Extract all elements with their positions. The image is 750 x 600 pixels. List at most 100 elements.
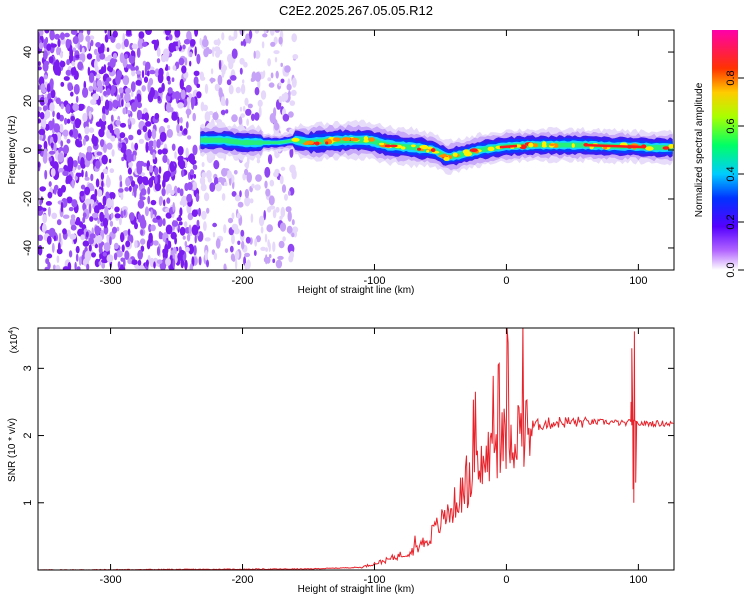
noise-blob — [165, 224, 173, 235]
noise-blob — [94, 258, 100, 268]
noise-blob — [53, 185, 57, 195]
noise-blob — [192, 144, 198, 156]
noise-blob — [121, 99, 124, 107]
x-tick-label: -300 — [100, 275, 122, 287]
noise-blob — [60, 103, 64, 110]
noise-blob — [167, 158, 170, 165]
noise-blob — [287, 210, 292, 222]
noise-blob — [96, 79, 102, 88]
noise-blob — [267, 154, 273, 165]
noise-blob — [254, 112, 260, 121]
noise-blob — [244, 196, 251, 207]
noise-blob — [87, 66, 91, 76]
noise-blob — [168, 42, 175, 53]
noise-blob — [44, 266, 49, 270]
noise-blob — [130, 180, 136, 188]
noise-blob — [47, 206, 51, 217]
noise-blob — [170, 190, 175, 196]
noise-blob — [194, 235, 197, 244]
noise-blob — [130, 50, 135, 57]
noise-blob — [79, 44, 83, 53]
noise-blob — [182, 44, 186, 50]
noise-blob — [215, 183, 221, 190]
noise-blob — [39, 134, 43, 141]
noise-blob — [95, 178, 100, 188]
noise-blob — [291, 33, 298, 43]
noise-blob — [44, 169, 48, 180]
noise-blob — [236, 212, 241, 219]
noise-blob — [127, 118, 131, 125]
noise-blob — [181, 169, 185, 178]
noise-blob — [234, 194, 241, 202]
noise-blob — [98, 261, 101, 266]
noise-blob — [244, 252, 251, 258]
noise-blob — [109, 58, 116, 68]
noise-blob — [38, 106, 42, 111]
colorbar-tick-label: 0.6 — [725, 118, 737, 133]
noise-blob — [107, 124, 112, 130]
ridge-peak — [499, 144, 518, 149]
noise-blob — [42, 105, 48, 112]
noise-blob — [240, 83, 246, 95]
noise-blob — [76, 266, 81, 270]
y-tick-label: -40 — [22, 240, 34, 256]
noise-blob — [244, 188, 250, 199]
noise-blob — [262, 70, 266, 77]
noise-blob — [280, 166, 286, 171]
noise-blob — [38, 190, 41, 202]
hot-spot — [420, 148, 424, 152]
y-tick-label: 3 — [22, 365, 34, 371]
noise-blob — [121, 244, 125, 253]
noise-blob — [51, 212, 58, 219]
noise-blob — [172, 65, 177, 71]
x-tick-label: -200 — [232, 275, 254, 287]
noise-blob — [85, 231, 89, 238]
y-tick-label: 2 — [22, 432, 34, 438]
noise-blob — [140, 245, 145, 252]
noise-blob — [106, 197, 112, 209]
noise-blob — [111, 198, 114, 210]
noise-blob — [255, 174, 262, 182]
noise-blob — [179, 125, 183, 132]
hot-spot — [668, 144, 674, 149]
snr-scale-close: ) — [9, 327, 20, 330]
noise-blob — [56, 46, 60, 56]
noise-blob — [118, 188, 124, 193]
noise-blob — [290, 89, 297, 96]
noise-blob — [109, 192, 116, 200]
noise-blob — [185, 147, 189, 158]
noise-blob — [150, 199, 157, 206]
noise-blob — [91, 212, 99, 218]
noise-blob — [180, 195, 188, 207]
noise-blob — [122, 75, 130, 86]
hot-spot — [549, 143, 556, 146]
noise-blob — [188, 153, 195, 164]
colorbar-tick-label: 0.4 — [725, 166, 737, 181]
noise-blob — [69, 48, 74, 58]
noise-blob — [245, 33, 250, 44]
noise-blob — [165, 36, 169, 41]
noise-blob — [109, 220, 114, 227]
noise-blob — [77, 103, 84, 111]
noise-blob — [281, 184, 287, 193]
noise-blob — [260, 226, 264, 234]
noise-blob — [103, 64, 107, 74]
noise-blob — [239, 30, 245, 36]
noise-blob — [135, 79, 142, 86]
noise-blob — [162, 179, 166, 189]
noise-blob — [45, 36, 49, 44]
noise-blob — [223, 64, 226, 75]
noise-blob — [288, 111, 294, 118]
noise-blob — [217, 39, 221, 45]
noise-blob — [122, 230, 130, 236]
hot-spot — [464, 151, 472, 157]
spectrogram-xlabel: Height of straight line (km) — [298, 285, 415, 296]
noise-blob — [186, 233, 191, 242]
hot-spot — [411, 144, 416, 148]
noise-blob — [84, 186, 91, 196]
noise-blob — [106, 47, 110, 52]
noise-blob — [63, 76, 70, 81]
hot-spot — [662, 146, 670, 150]
noise-blob — [86, 30, 91, 36]
snr-ticks: -300 -200 -100 0 100 1 2 3 — [22, 328, 674, 586]
